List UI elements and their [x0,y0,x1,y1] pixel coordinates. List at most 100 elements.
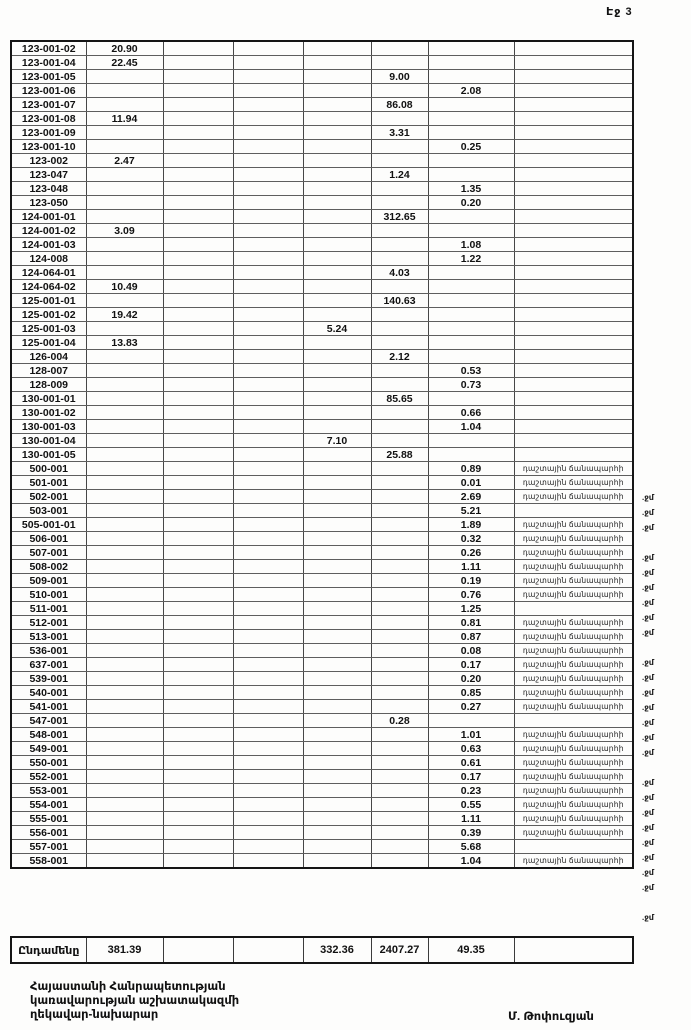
margin-annotation: .ջմ [642,583,654,592]
value-cell [85,195,164,210]
row-id-cell: 125-001-01 [10,293,87,308]
value-cell [302,797,372,812]
value-cell [302,209,372,224]
value-cell [370,475,429,490]
value-cell [85,797,164,812]
value-cell [162,503,234,518]
label-cell: դաշտային ճանապարհի [513,811,634,826]
value-cell [302,741,372,756]
value-cell [370,587,429,602]
margin-annotation: .ջմ [642,613,654,622]
row-id-cell: 123-001-04 [10,55,87,70]
value-cell [370,853,429,869]
label-cell [513,307,634,322]
value-cell [370,615,429,630]
value-cell [232,797,304,812]
value-cell [302,377,372,392]
label-cell: դաշտային ճանապարհի [513,629,634,644]
value-cell [232,755,304,770]
value-cell [427,209,515,224]
value-cell [232,321,304,336]
table-row: 550-001 0.61 դաշտային ճանապարհի [10,755,634,770]
value-cell: 0.17 [427,657,515,672]
value-cell [370,741,429,756]
value-cell [162,335,234,350]
value-cell [85,503,164,518]
label-cell [513,125,634,140]
table-row: 125-001-02 19.42 [10,307,634,322]
table-row: 123-001-04 22.45 [10,55,634,70]
value-cell [302,629,372,644]
label-cell [513,167,634,182]
label-cell: դաշտային ճանապարհի [513,475,634,490]
value-cell: 0.01 [427,475,515,490]
value-cell [302,517,372,532]
value-cell [85,139,164,154]
signature-name: Մ. Թոփուզյան [508,1011,594,1023]
label-cell [513,69,634,84]
value-cell [427,265,515,280]
value-cell [232,181,304,196]
value-cell: 2.08 [427,83,515,98]
value-cell [302,223,372,238]
value-cell [302,307,372,322]
label-cell: դաշտային ճանապարհի [513,657,634,672]
row-id-cell: 556-001 [10,825,87,840]
table-row: 125-001-03 5.24 [10,321,634,336]
row-id-cell: 128-007 [10,363,87,378]
row-id-cell: 130-001-01 [10,391,87,406]
value-cell [370,307,429,322]
row-id-cell: 124-064-02 [10,279,87,294]
value-cell [302,55,372,70]
value-cell [162,55,234,70]
value-cell [162,111,234,126]
margin-annotation: .ջմ [642,658,654,667]
value-cell [162,713,234,728]
label-cell: դաշտային ճանապարհի [513,853,634,869]
value-cell [162,587,234,602]
row-id-cell: 128-009 [10,377,87,392]
value-cell [162,573,234,588]
value-cell [232,237,304,252]
row-id-cell: 130-001-04 [10,433,87,448]
value-cell [232,391,304,406]
table-row: 123-001-07 86.08 [10,97,634,112]
issuer-line: Հայաստանի Հանրապետության [30,981,226,993]
value-cell [162,97,234,112]
row-id-cell: 130-001-02 [10,405,87,420]
label-cell: դաշտային ճանապարհի [513,489,634,504]
label-cell: դաշտային ճանապարհի [513,699,634,714]
value-cell [162,237,234,252]
value-cell [162,405,234,420]
label-cell: դաշտային ճանապարհի [513,517,634,532]
value-cell [162,293,234,308]
value-cell [370,769,429,784]
table-row: 125-001-04 13.83 [10,335,634,350]
value-cell [232,727,304,742]
value-cell [370,629,429,644]
issuer-line: ղեկավար-նախարար [30,1009,159,1021]
value-cell [427,125,515,140]
value-cell [370,489,429,504]
row-id-cell: 557-001 [10,839,87,854]
label-cell [513,40,634,56]
value-cell [232,615,304,630]
row-id-cell: 502-001 [10,489,87,504]
value-cell [85,573,164,588]
value-cell [162,181,234,196]
value-cell: 86.08 [370,97,429,112]
value-cell [302,839,372,854]
value-cell [232,153,304,168]
value-cell: 1.01 [427,727,515,742]
value-cell [302,293,372,308]
value-cell [162,377,234,392]
value-cell [232,279,304,294]
table-row: 130-001-01 85.65 [10,391,634,406]
value-cell [162,83,234,98]
value-cell [370,139,429,154]
value-cell: 312.65 [370,209,429,224]
value-cell [85,727,164,742]
value-cell [232,223,304,238]
value-cell [302,531,372,546]
table-row: 540-001 0.85 դաշտային ճանապարհի [10,685,634,700]
